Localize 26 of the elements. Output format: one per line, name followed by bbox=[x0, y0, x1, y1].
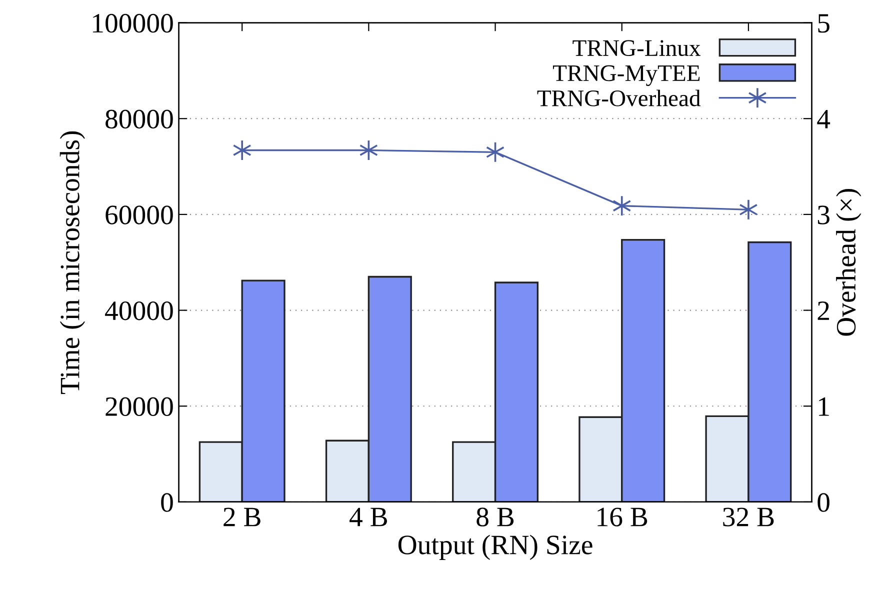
y2-tick-label: 1 bbox=[819, 397, 829, 416]
y2-tick-label: 5 bbox=[818, 14, 830, 33]
x-tick-label: 16 B bbox=[598, 508, 648, 526]
legend-label: TRNG-MyTEE bbox=[553, 65, 700, 86]
y-axis-title: Time (in microseconds) bbox=[60, 131, 86, 394]
y2-tick-label: 2 bbox=[818, 302, 829, 320]
y-tick-label: 20000 bbox=[106, 397, 173, 416]
x-tick-label: 2 B bbox=[224, 508, 260, 526]
x-tick-label: 32 B bbox=[723, 508, 774, 526]
y2-tick-label: 3 bbox=[818, 206, 830, 224]
y-tick-label: 40000 bbox=[105, 301, 173, 320]
x-tick-label: 8 B bbox=[476, 508, 514, 526]
x-tick-label: 4 B bbox=[350, 508, 388, 526]
y2-tick-label: 4 bbox=[817, 110, 830, 128]
point bbox=[612, 195, 632, 216]
y-tick-label: 100000 bbox=[93, 14, 173, 33]
y-tick-label: 60000 bbox=[106, 206, 173, 224]
y-tick-label: 80000 bbox=[106, 110, 173, 129]
x-axis-title: Output (RN) Size bbox=[398, 534, 592, 560]
y2-axis-title: Overhead (×) bbox=[836, 189, 862, 336]
legend-label: TRNG-Linux bbox=[572, 40, 700, 56]
y-tick-label: 0 bbox=[161, 493, 173, 512]
y2-tick-label: 0 bbox=[818, 493, 830, 512]
point bbox=[232, 140, 252, 161]
point bbox=[739, 199, 758, 220]
legend-label: TRNG-Overhead bbox=[537, 90, 700, 106]
